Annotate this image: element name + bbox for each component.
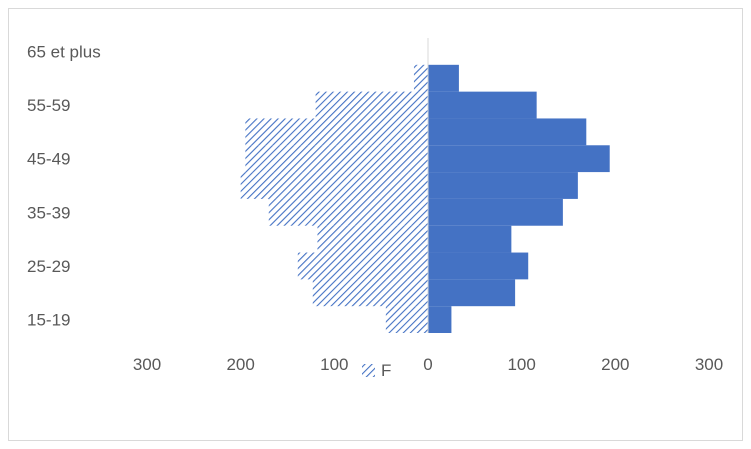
legend-swatch-f <box>362 364 375 377</box>
y-tick-label: 15-19 <box>27 311 70 330</box>
y-tick-label: 35-39 <box>27 203 70 222</box>
bar-right-35-39 <box>428 198 563 226</box>
legend: F <box>362 361 391 380</box>
bar-left-55-59 <box>315 91 428 119</box>
bar-left-50-54 <box>245 118 428 146</box>
bar-left-20-24 <box>312 279 428 307</box>
y-axis-labels: 15-19 25-29 35-39 45-49 55-59 65 et plus <box>27 42 101 329</box>
bar-right-30-34 <box>428 225 512 253</box>
bar-right-50-54 <box>428 118 587 146</box>
bar-left-30-34 <box>317 225 428 253</box>
y-tick-label: 25-29 <box>27 257 70 276</box>
x-tick-label: 200 <box>601 355 629 374</box>
x-tick-label: 300 <box>695 355 723 374</box>
bar-left-45-49 <box>245 145 428 173</box>
bar-left-25-29 <box>297 252 428 280</box>
bar-left-60-64 <box>413 64 428 92</box>
legend-label-f: F <box>381 361 391 380</box>
x-tick-label: 300 <box>133 355 161 374</box>
y-tick-label: 45-49 <box>27 150 70 169</box>
bar-right-40-44 <box>428 172 578 199</box>
bar-left-35-39 <box>268 198 428 226</box>
x-tick-label: 100 <box>320 355 348 374</box>
bar-right-15-19 <box>428 306 452 333</box>
y-tick-label: 55-59 <box>27 96 70 115</box>
y-tick-label: 65 et plus <box>27 42 101 61</box>
bar-right-60-64 <box>428 64 459 92</box>
bars-group <box>240 64 610 333</box>
bar-left-40-44 <box>240 172 428 199</box>
bar-left-15-19 <box>385 306 428 333</box>
x-tick-label: 200 <box>226 355 254 374</box>
bar-right-55-59 <box>428 91 537 119</box>
x-tick-label: 100 <box>507 355 535 374</box>
x-axis-labels: 300 200 100 0 100 200 300 <box>133 355 723 374</box>
x-tick-label: 0 <box>423 355 432 374</box>
bar-right-25-29 <box>428 252 529 280</box>
bar-right-45-49 <box>428 145 610 173</box>
bar-right-20-24 <box>428 279 516 307</box>
